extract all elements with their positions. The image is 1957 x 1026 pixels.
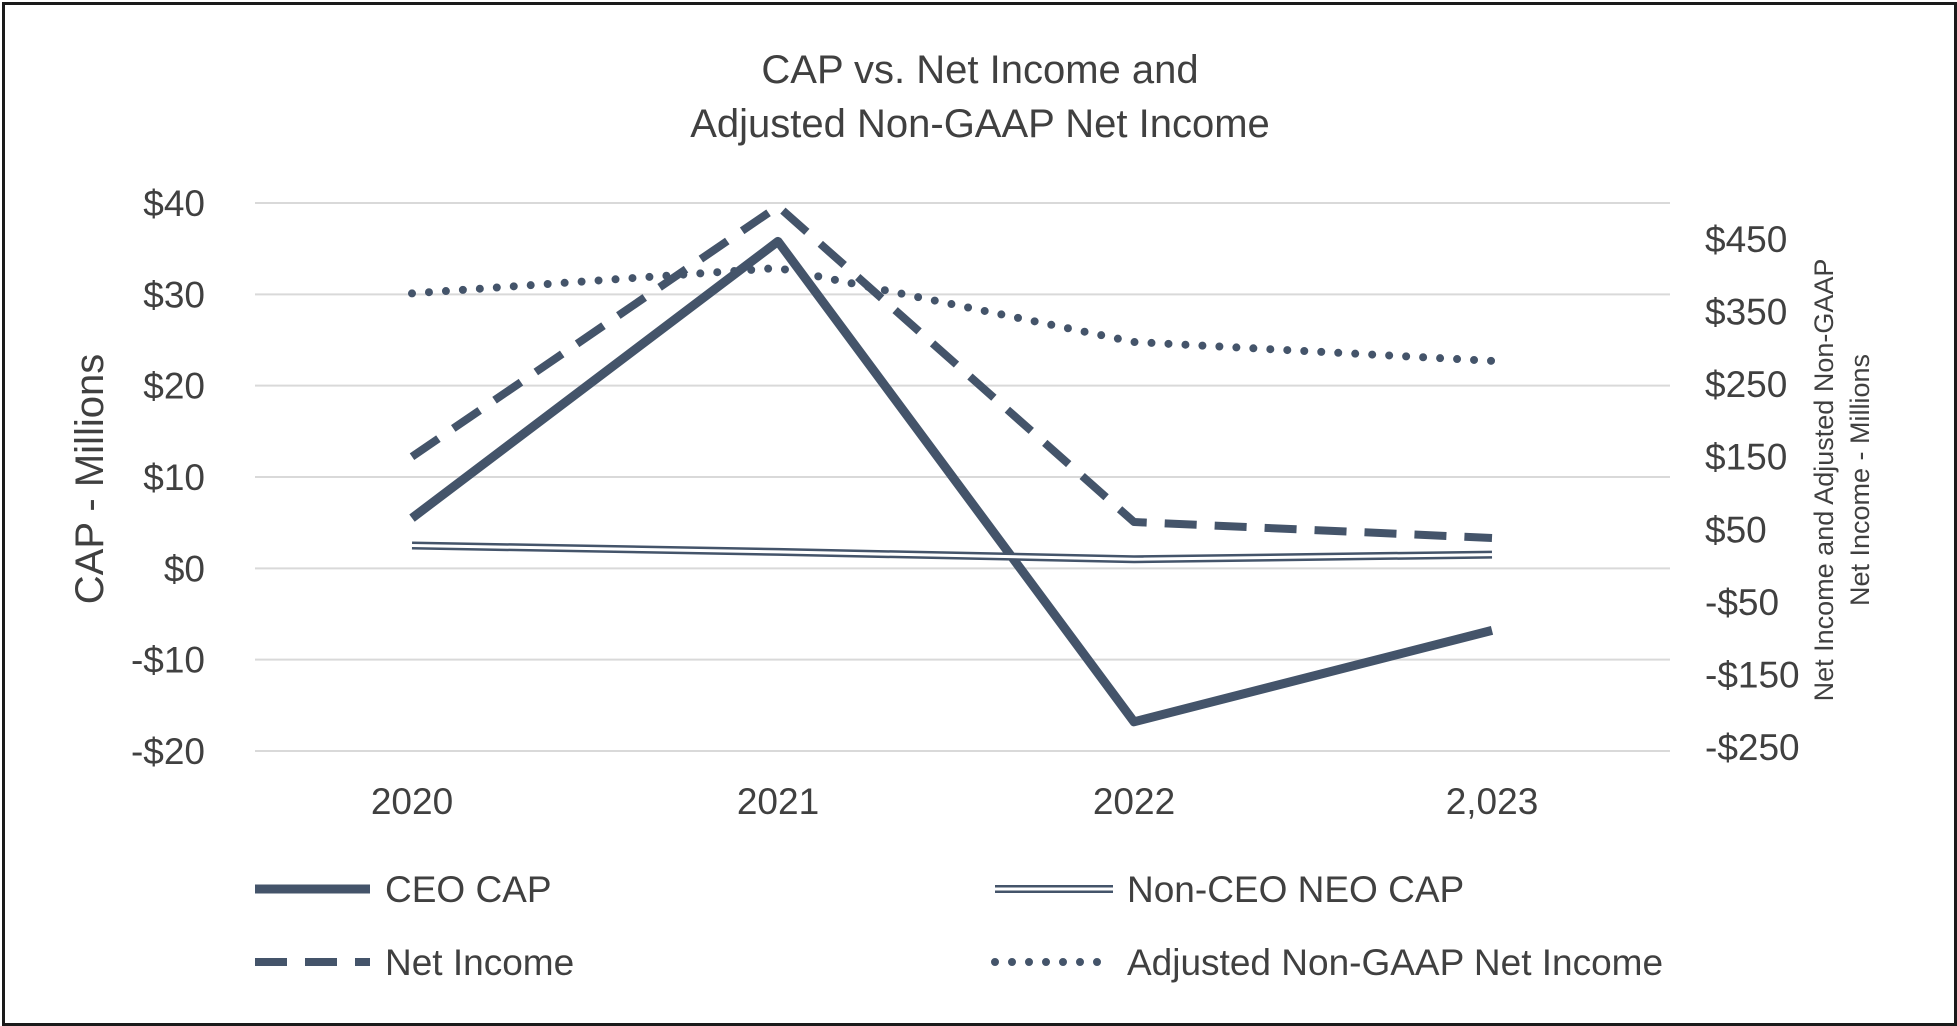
right-axis-title-line-2: Net Income - Millions — [1845, 354, 1875, 606]
legend-label-net-income: Net Income — [385, 942, 574, 983]
data-point-net-income — [1131, 519, 1137, 525]
series-line-net-income — [409, 202, 1493, 542]
right-axis-tick-label: $150 — [1705, 437, 1787, 478]
chart-svg: CAP vs. Net Income and Adjusted Non-GAAP … — [68, 48, 1875, 983]
series-line-non-ceo-neo-cap-inner — [411, 544, 1493, 561]
data-point-non-ceo-neo-cap — [1131, 556, 1137, 562]
legend-label-ceo-cap: CEO CAP — [385, 869, 552, 910]
right-axis-tick-label: -$50 — [1705, 582, 1779, 623]
series-line-adjusted-non-gaap-net-income — [408, 264, 1496, 365]
x-axis-tick-label: 2020 — [371, 781, 453, 822]
data-point-adjusted-non-gaap-net-income — [775, 265, 781, 271]
right-axis-tick-label: $350 — [1705, 292, 1787, 333]
data-point-net-income — [409, 454, 415, 460]
data-point-non-ceo-neo-cap — [775, 549, 781, 555]
chart-title-line-2: Adjusted Non-GAAP Net Income — [690, 102, 1270, 146]
left-axis-tick-label: $20 — [143, 366, 205, 407]
legend-label-non-ceo-neo-cap: Non-CEO NEO CAP — [1127, 869, 1464, 910]
data-point-ceo-cap — [409, 515, 415, 521]
left-axis-title: CAP - Millions — [68, 354, 112, 604]
data-point-ceo-cap — [1131, 719, 1137, 725]
x-axis-tick-label: 2,023 — [1446, 781, 1539, 822]
x-axis-tick-label: 2021 — [737, 781, 819, 822]
data-point-non-ceo-neo-cap — [1489, 552, 1495, 558]
data-point-net-income — [775, 203, 781, 209]
left-axis-tick-label: $10 — [143, 457, 205, 498]
left-axis-tick-label: $30 — [143, 274, 205, 315]
series-line-ceo-cap — [409, 236, 1494, 727]
right-axis-title-line-1: Net Income and Adjusted Non-GAAP — [1809, 259, 1839, 702]
data-point-ceo-cap — [775, 238, 781, 244]
right-axis-tick-label: $450 — [1705, 219, 1787, 260]
left-axis-tick-label: $40 — [143, 183, 205, 224]
data-point-net-income — [1489, 535, 1495, 541]
left-axis-tick-label: -$20 — [131, 731, 205, 772]
data-point-adjusted-non-gaap-net-income — [409, 290, 415, 296]
data-point-ceo-cap — [1489, 627, 1495, 633]
left-axis-tick-label: $0 — [164, 548, 205, 589]
x-axis-tick-label: 2022 — [1093, 781, 1175, 822]
data-point-adjusted-non-gaap-net-income — [1489, 358, 1495, 364]
data-point-adjusted-non-gaap-net-income — [1131, 339, 1137, 345]
data-point-non-ceo-neo-cap — [409, 543, 415, 549]
right-axis-tick-label: $50 — [1705, 509, 1767, 550]
right-axis-tick-label: $250 — [1705, 364, 1787, 405]
left-axis-tick-label: -$10 — [131, 640, 205, 681]
chart-title-line-1: CAP vs. Net Income and — [761, 48, 1198, 92]
right-axis-tick-label: -$250 — [1705, 727, 1800, 768]
right-axis-tick-label: -$150 — [1705, 654, 1800, 695]
legend-label-adjusted-non-gaap-net-income: Adjusted Non-GAAP Net Income — [1127, 942, 1663, 983]
